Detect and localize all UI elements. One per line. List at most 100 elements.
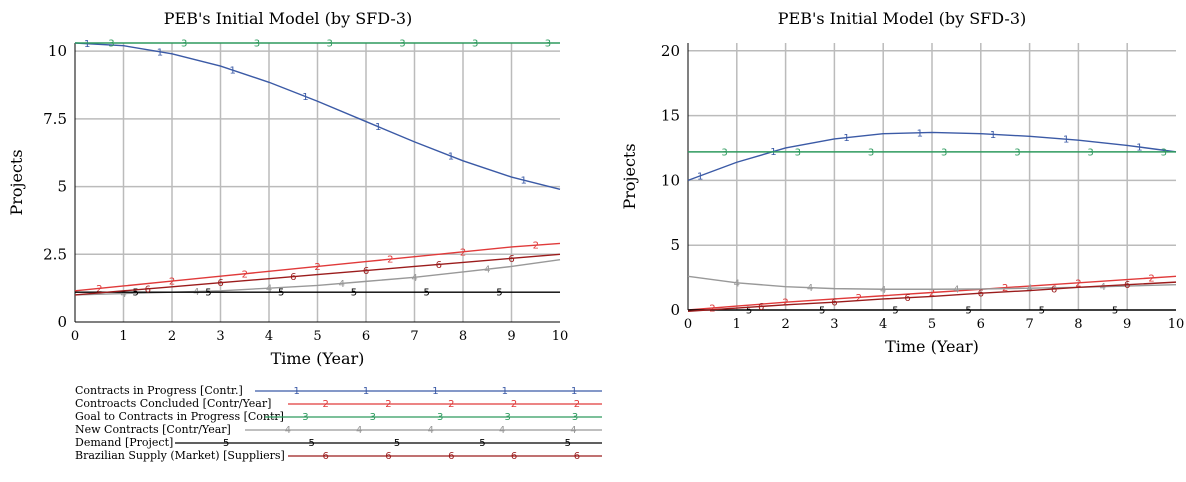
series-marker-3: 3 bbox=[181, 39, 187, 50]
series-marker-2: 2 bbox=[929, 288, 935, 299]
series-marker-5: 5 bbox=[819, 306, 825, 317]
legend-marker: 5 bbox=[223, 438, 229, 449]
chart-title: PEB's Initial Model (by SFD-3) bbox=[778, 9, 1026, 28]
series-marker-2: 2 bbox=[856, 293, 862, 304]
series-marker-2: 2 bbox=[1075, 278, 1081, 289]
legend-marker: 2 bbox=[511, 399, 517, 410]
series-line-1 bbox=[74, 42, 561, 190]
series-marker-4: 4 bbox=[880, 285, 886, 296]
y-tick-label: 5 bbox=[670, 236, 680, 254]
series-marker-5: 5 bbox=[278, 288, 284, 299]
series-marker-5: 5 bbox=[205, 288, 211, 299]
y-tick-label: 7.5 bbox=[43, 110, 67, 128]
series-marker-1: 1 bbox=[1136, 143, 1142, 154]
x-tick-label: 1 bbox=[733, 317, 741, 332]
x-tick-label: 10 bbox=[1168, 317, 1185, 332]
legend-marker: 2 bbox=[385, 399, 391, 410]
series-marker-4: 4 bbox=[266, 284, 272, 295]
series-line-2 bbox=[687, 275, 1177, 311]
chart-right: PEB's Initial Model (by SFD-3)0 1 2 3 4 5 6 7 8 9… bbox=[620, 9, 1185, 356]
series-marker-5: 5 bbox=[423, 288, 429, 299]
y-tick-label: 10 bbox=[661, 171, 680, 189]
legend-marker: 1 bbox=[432, 386, 438, 397]
series-line-2 bbox=[74, 242, 561, 292]
y-tick-label: 20 bbox=[661, 42, 680, 60]
y-tick-label: 2.5 bbox=[43, 245, 67, 263]
x-tick-label: 7 bbox=[410, 329, 418, 344]
x-tick-label: 2 bbox=[781, 317, 789, 332]
series-marker-1: 1 bbox=[229, 66, 235, 77]
series-marker-2: 2 bbox=[1148, 273, 1154, 284]
x-tick-label: 6 bbox=[977, 317, 985, 332]
series-marker-5: 5 bbox=[892, 306, 898, 317]
legend-marker: 4 bbox=[570, 425, 576, 436]
series-marker-6: 6 bbox=[978, 289, 984, 300]
series-marker-4: 4 bbox=[807, 283, 813, 294]
x-axis-label: Time (Year) bbox=[885, 337, 979, 356]
series-marker-2: 2 bbox=[387, 255, 393, 266]
y-axis-label: Projects bbox=[620, 143, 639, 209]
chart-left: PEB's Initial Model (by SFD-3)0 1 2 3 4 5 6 7 8 9… bbox=[7, 9, 569, 368]
series-marker-6: 6 bbox=[1051, 284, 1057, 295]
series-line-1 bbox=[687, 131, 1177, 182]
legend-marker: 5 bbox=[565, 438, 571, 449]
y-tick-label: 15 bbox=[661, 107, 680, 125]
legend-line-6: 6 6 6 6 6 bbox=[288, 451, 602, 462]
series-marker-5: 5 bbox=[1112, 306, 1118, 317]
series-marker-2: 2 bbox=[782, 298, 788, 309]
series-marker-5: 5 bbox=[1039, 306, 1045, 317]
series-marker-6: 6 bbox=[145, 284, 151, 295]
legend-marker: 6 bbox=[448, 451, 454, 462]
chart-title: PEB's Initial Model (by SFD-3) bbox=[164, 9, 412, 28]
x-tick-label: 4 bbox=[879, 317, 887, 332]
series-marker-2: 2 bbox=[242, 269, 248, 280]
legend-line-3: 3 3 3 3 3 bbox=[265, 412, 602, 423]
series-marker-3: 3 bbox=[1087, 147, 1093, 158]
series-marker-3: 3 bbox=[721, 147, 727, 158]
series-marker-5: 5 bbox=[496, 288, 502, 299]
series-marker-1: 1 bbox=[990, 130, 996, 141]
x-tick-label: 3 bbox=[830, 317, 838, 332]
y-tick-label: 10 bbox=[48, 42, 67, 60]
series-marker-1: 1 bbox=[448, 152, 454, 163]
x-tick-label: 9 bbox=[1123, 317, 1131, 332]
series-marker-4: 4 bbox=[120, 289, 126, 300]
series-marker-3: 3 bbox=[545, 39, 551, 50]
x-tick-label: 0 bbox=[71, 329, 79, 344]
legend-marker: 1 bbox=[502, 386, 508, 397]
legend-marker: 3 bbox=[572, 412, 578, 423]
series-marker-4: 4 bbox=[734, 278, 740, 289]
legend-marker: 2 bbox=[574, 399, 580, 410]
legend-label: Brazilian Supply (Market) [Suppliers] bbox=[75, 449, 285, 462]
series-marker-5: 5 bbox=[965, 306, 971, 317]
legend-line-4: 4 4 4 4 4 bbox=[245, 425, 602, 436]
series-marker-5: 5 bbox=[351, 288, 357, 299]
y-axis-label: Projects bbox=[7, 149, 26, 215]
legend-line-2: 2 2 2 2 2 bbox=[288, 399, 602, 410]
series-marker-1: 1 bbox=[697, 171, 703, 182]
series-marker-5: 5 bbox=[132, 288, 138, 299]
series-marker-3: 3 bbox=[868, 147, 874, 158]
series-marker-6: 6 bbox=[1124, 280, 1130, 291]
legend-line-5: 5 5 5 5 5 bbox=[175, 438, 602, 449]
series-line-6 bbox=[74, 253, 561, 296]
y-tick-label: 5 bbox=[57, 178, 67, 196]
series-marker-6: 6 bbox=[831, 298, 837, 309]
x-tick-label: 1 bbox=[119, 329, 127, 344]
series-marker-1: 1 bbox=[843, 133, 849, 144]
series-marker-3: 3 bbox=[1161, 147, 1167, 158]
legend-marker: 6 bbox=[574, 451, 580, 462]
x-tick-label: 2 bbox=[168, 329, 176, 344]
series-marker-4: 4 bbox=[339, 279, 345, 290]
series-marker-3: 3 bbox=[399, 39, 405, 50]
series-marker-3: 3 bbox=[941, 147, 947, 158]
legend-label: Goal to Contracts in Progress [Contr] bbox=[75, 410, 284, 423]
series-marker-6: 6 bbox=[363, 266, 369, 277]
y-tick-label: 0 bbox=[57, 313, 67, 331]
x-tick-label: 10 bbox=[552, 329, 569, 344]
series-marker-2: 2 bbox=[460, 247, 466, 258]
legend-marker: 4 bbox=[427, 425, 433, 436]
series-marker-3: 3 bbox=[254, 39, 260, 50]
series-marker-3: 3 bbox=[1014, 147, 1020, 158]
x-tick-label: 0 bbox=[684, 317, 692, 332]
